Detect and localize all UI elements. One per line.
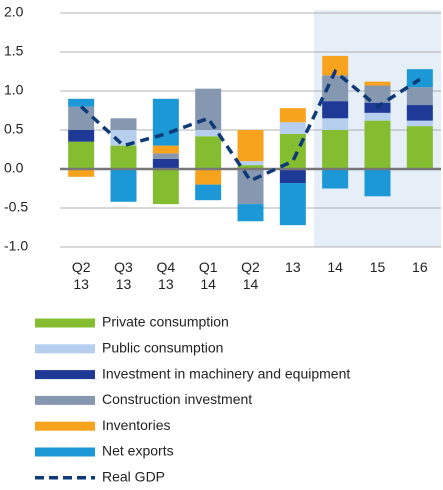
legend-swatch: [35, 370, 95, 380]
bar-segment: [279, 108, 306, 123]
y-tick-label: 1.5: [4, 43, 24, 59]
bar-segment: [195, 130, 222, 137]
legend-swatch: [35, 318, 95, 328]
bar-segment: [110, 145, 137, 169]
x-tick-label: 15: [370, 259, 386, 275]
x-tick-label: Q2 14: [241, 259, 260, 292]
bar-segment: [237, 130, 264, 162]
bar-segment: [68, 106, 95, 130]
bar-segment: [68, 141, 95, 169]
legend-label: Private consumption: [102, 314, 229, 330]
legend-swatch: [35, 344, 95, 354]
bar-segment: [68, 130, 95, 142]
legend-swatch: [35, 447, 95, 457]
x-tick-label: 16: [412, 259, 428, 275]
y-tick-label: -0.5: [4, 199, 28, 215]
bar-segment: [152, 158, 179, 169]
bar-segment: [279, 122, 306, 134]
y-tick-label: -1.0: [4, 238, 28, 254]
y-tick-label: 0.5: [4, 121, 24, 137]
bar-segment: [322, 130, 349, 169]
y-tick-label: 0.0: [4, 160, 24, 176]
bar-segment: [68, 169, 95, 177]
x-tick-label: Q2 13: [72, 259, 91, 292]
legend-label: Net exports: [102, 443, 174, 459]
bar-segment: [237, 169, 264, 205]
bar-segment: [110, 169, 137, 202]
bar-segment: [237, 165, 264, 169]
bar-segment: [237, 161, 264, 166]
legend-swatch: [35, 395, 95, 405]
legend-label: Real GDP: [102, 469, 165, 485]
bar-segment: [322, 55, 349, 76]
bar-segment: [110, 118, 137, 130]
bar-segment: [195, 136, 222, 169]
x-tick-label: 14: [327, 259, 343, 275]
bar-segment: [406, 120, 433, 127]
bar-segment: [68, 98, 95, 107]
bar-segment: [279, 183, 306, 226]
bar-segment: [195, 184, 222, 201]
bar-segment: [195, 88, 222, 130]
x-tick-label: Q4 13: [156, 259, 175, 292]
bar-segment: [152, 153, 179, 159]
bar-segment: [406, 126, 433, 169]
bar-segment: [364, 112, 391, 121]
bar-segment: [152, 169, 179, 205]
legend-label: Public consumption: [102, 340, 223, 356]
y-tick-label: 1.0: [4, 82, 24, 98]
bar-segment: [152, 98, 179, 146]
bar-segment: [195, 169, 222, 185]
bar-segment: [364, 169, 391, 197]
bar-segment: [322, 101, 349, 119]
bar-segment: [364, 81, 391, 86]
x-tick-label: Q3 13: [114, 259, 133, 292]
bar-segment: [406, 69, 433, 88]
bar-segment: [322, 169, 349, 189]
legend-label: Investment in machinery and equipment: [102, 365, 350, 381]
bar-segment: [322, 118, 349, 130]
bar-segment: [364, 120, 391, 169]
bar-segment: [406, 87, 433, 106]
bar-segment: [364, 85, 391, 103]
bar-segment: [406, 105, 433, 121]
bar-segment: [237, 204, 264, 222]
legend-label: Construction investment: [102, 391, 252, 407]
y-tick-label: 2.0: [4, 4, 24, 20]
legend-swatch: [35, 421, 95, 431]
legend-label: Inventories: [102, 417, 170, 433]
bar-segment: [279, 169, 306, 184]
x-tick-label: 13: [285, 259, 301, 275]
bar-segment: [152, 145, 179, 154]
x-tick-label: Q1 14: [199, 259, 218, 292]
